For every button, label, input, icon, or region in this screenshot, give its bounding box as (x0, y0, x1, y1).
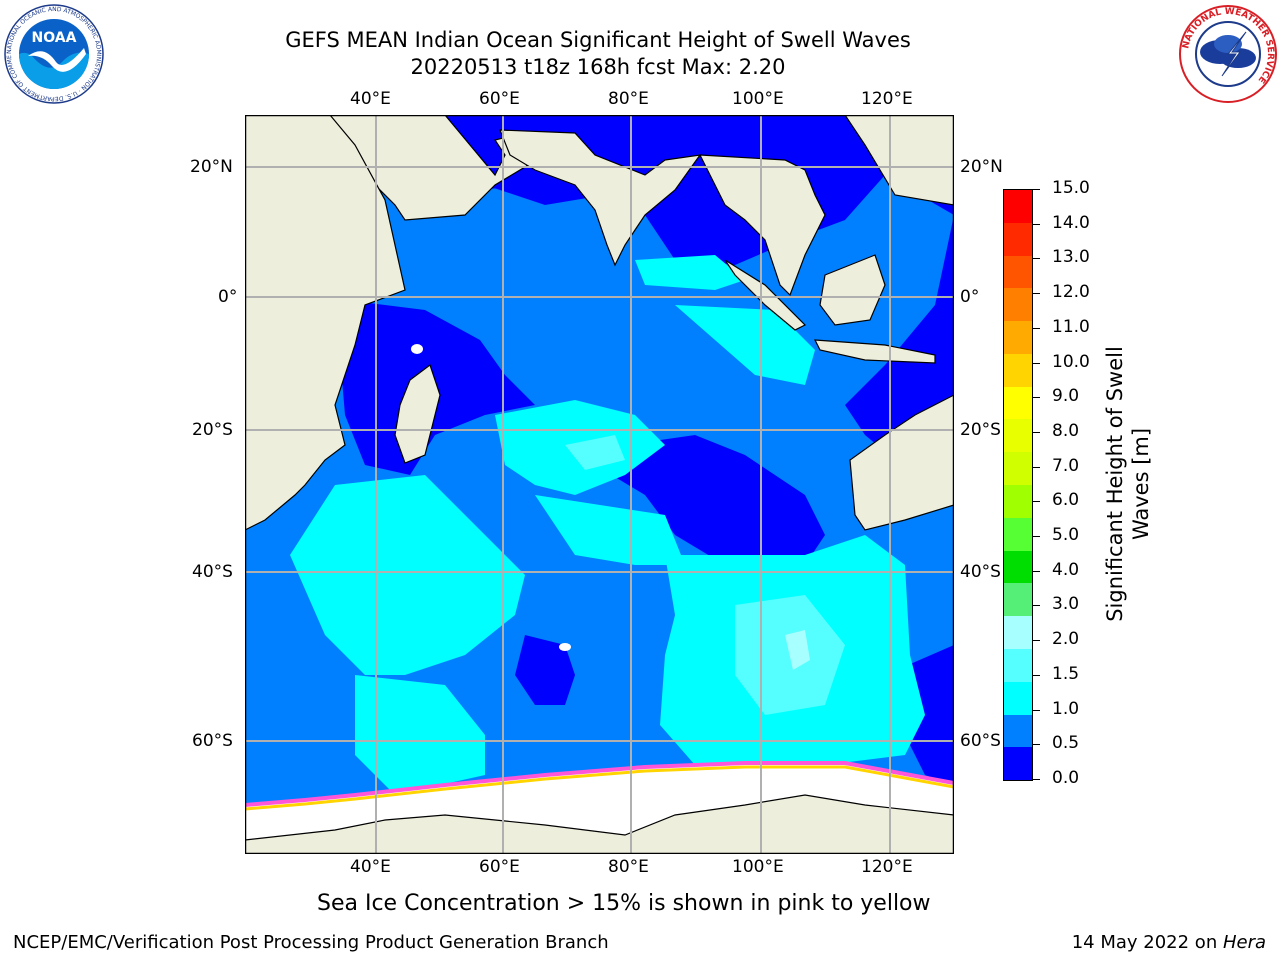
lat-label-right: 60°S (960, 731, 1001, 751)
sea-ice-note: Sea Ice Concentration > 15% is shown in … (317, 891, 931, 916)
colorbar-swatch (1004, 681, 1032, 715)
sea-ice-inner-edge (245, 765, 954, 811)
colorbar-title-line2: Waves [m] (1129, 427, 1153, 541)
colorbar-swatch (1004, 222, 1032, 256)
colorbar-tick-label: 6.0 (1052, 490, 1080, 511)
lon-label-bottom: 80°E (608, 857, 649, 877)
colorbar-tick-label: 8.0 (1052, 420, 1080, 441)
colorbar-tick-mark (1032, 536, 1040, 538)
lon-label-top: 100°E (732, 89, 784, 109)
lat-label-left: 0° (218, 287, 238, 307)
colorbar-tick-label: 7.0 (1052, 455, 1080, 476)
lat-label-right: 0° (960, 287, 980, 307)
colorbar-swatch (1004, 288, 1032, 322)
colorbar-swatch (1004, 321, 1032, 354)
colorbar-tick-mark (1032, 223, 1040, 225)
colorbar-swatch (1004, 452, 1032, 486)
lon-label-top: 80°E (608, 89, 649, 109)
lon-label-top: 120°E (861, 89, 913, 109)
map-panel (245, 115, 954, 854)
colorbar-swatch (1004, 353, 1032, 387)
colorbar-tick-mark (1032, 640, 1040, 642)
colorbar-tick-label: 11.0 (1052, 316, 1090, 337)
colorbar-tick-mark (1032, 466, 1040, 468)
colorbar-tick-label: 12.0 (1052, 282, 1090, 303)
colorbar-tick-label: 9.0 (1052, 386, 1080, 407)
colorbar (1003, 189, 1033, 781)
land-masses (245, 115, 954, 854)
colorbar-tick-label: 5.0 (1052, 525, 1080, 546)
nws-logo: NATIONAL WEATHER SERVICE (1179, 5, 1277, 103)
colorbar-swatch (1004, 485, 1032, 518)
lat-label-right: 20°S (960, 420, 1001, 440)
colorbar-tick-label: 1.0 (1052, 698, 1080, 719)
colorbar-tick-mark (1032, 258, 1040, 260)
moderate-swell-regions (290, 255, 925, 795)
lon-label-top: 60°E (479, 89, 520, 109)
footer-date: 14 May 2022 on Hera (1072, 932, 1266, 953)
colorbar-swatch (1004, 714, 1032, 748)
colorbar-swatch (1004, 190, 1032, 223)
colorbar-swatch (1004, 747, 1032, 781)
colorbar-tick-mark (1032, 570, 1040, 572)
colorbar-tick-mark (1032, 744, 1040, 746)
colorbar-swatch (1004, 255, 1032, 289)
lat-label-left: 40°S (192, 562, 233, 582)
lon-label-top: 40°E (350, 89, 391, 109)
map-frame (245, 115, 954, 854)
graticule (245, 115, 954, 854)
colorbar-tick-mark (1032, 397, 1040, 399)
lon-label-bottom: 120°E (861, 857, 913, 877)
colorbar-swatch (1004, 386, 1032, 420)
noaa-logo-text: NOAA (32, 30, 77, 46)
lat-label-left: 20°N (190, 157, 233, 177)
footer-machine: Hera (1222, 932, 1266, 953)
colorbar-tick-mark (1032, 709, 1040, 711)
colorbar-tick-mark (1032, 362, 1040, 364)
colorbar-tick-mark (1032, 674, 1040, 676)
colorbar-tick-label: 0.5 (1052, 733, 1080, 754)
noaa-logo: NATIONAL OCEANIC AND ATMOSPHERIC ADMINIS… (4, 4, 104, 104)
lon-label-bottom: 40°E (350, 857, 391, 877)
footer-credit: NCEP/EMC/Verification Post Processing Pr… (13, 932, 609, 953)
chart-title-line2: 20220513 t18z 168h fcst Max: 2.20 (410, 55, 786, 79)
chart-title-line1: GEFS MEAN Indian Ocean Significant Heigh… (285, 28, 911, 52)
lat-label-left: 20°S (192, 420, 233, 440)
colorbar-tick-mark (1032, 605, 1040, 607)
colorbar-tick-mark (1032, 779, 1040, 780)
colorbar-tick-mark (1032, 501, 1040, 503)
colorbar-tick-label: 0.0 (1052, 768, 1080, 788)
colorbar-tick-label: 10.0 (1052, 351, 1090, 372)
lat-label-right: 40°S (960, 562, 1001, 582)
colorbar-tick-mark (1032, 189, 1040, 190)
small-islands (411, 344, 571, 651)
colorbar-title-line1: Significant Height of Swell (1103, 346, 1127, 622)
colorbar-swatch (1004, 583, 1032, 617)
footer-date-text: 14 May 2022 on (1071, 932, 1223, 953)
colorbar-tick-label: 2.0 (1052, 629, 1080, 650)
lon-label-bottom: 100°E (732, 857, 784, 877)
colorbar-swatch (1004, 616, 1032, 649)
peak-swell-regions (785, 630, 810, 670)
colorbar-tick-label: 3.0 (1052, 594, 1080, 615)
colorbar-tick-label: 4.0 (1052, 559, 1080, 580)
colorbar-swatch (1004, 550, 1032, 584)
colorbar-tick-mark (1032, 327, 1040, 329)
colorbar-tick-label: 14.0 (1052, 212, 1090, 233)
lat-label-right: 20°N (960, 157, 1003, 177)
colorbar-tick-mark (1032, 431, 1040, 433)
lat-label-left: 60°S (192, 731, 233, 751)
colorbar-tick-label: 15.0 (1052, 178, 1090, 198)
colorbar-swatch (1004, 517, 1032, 551)
sea-ice-edge (245, 761, 954, 807)
colorbar-tick-mark (1032, 293, 1040, 295)
colorbar-tick-label: 13.0 (1052, 247, 1090, 268)
lon-label-bottom: 60°E (479, 857, 520, 877)
colorbar-swatch (1004, 419, 1032, 453)
colorbar-tick-label: 1.5 (1052, 663, 1080, 684)
colorbar-swatch (1004, 648, 1032, 682)
